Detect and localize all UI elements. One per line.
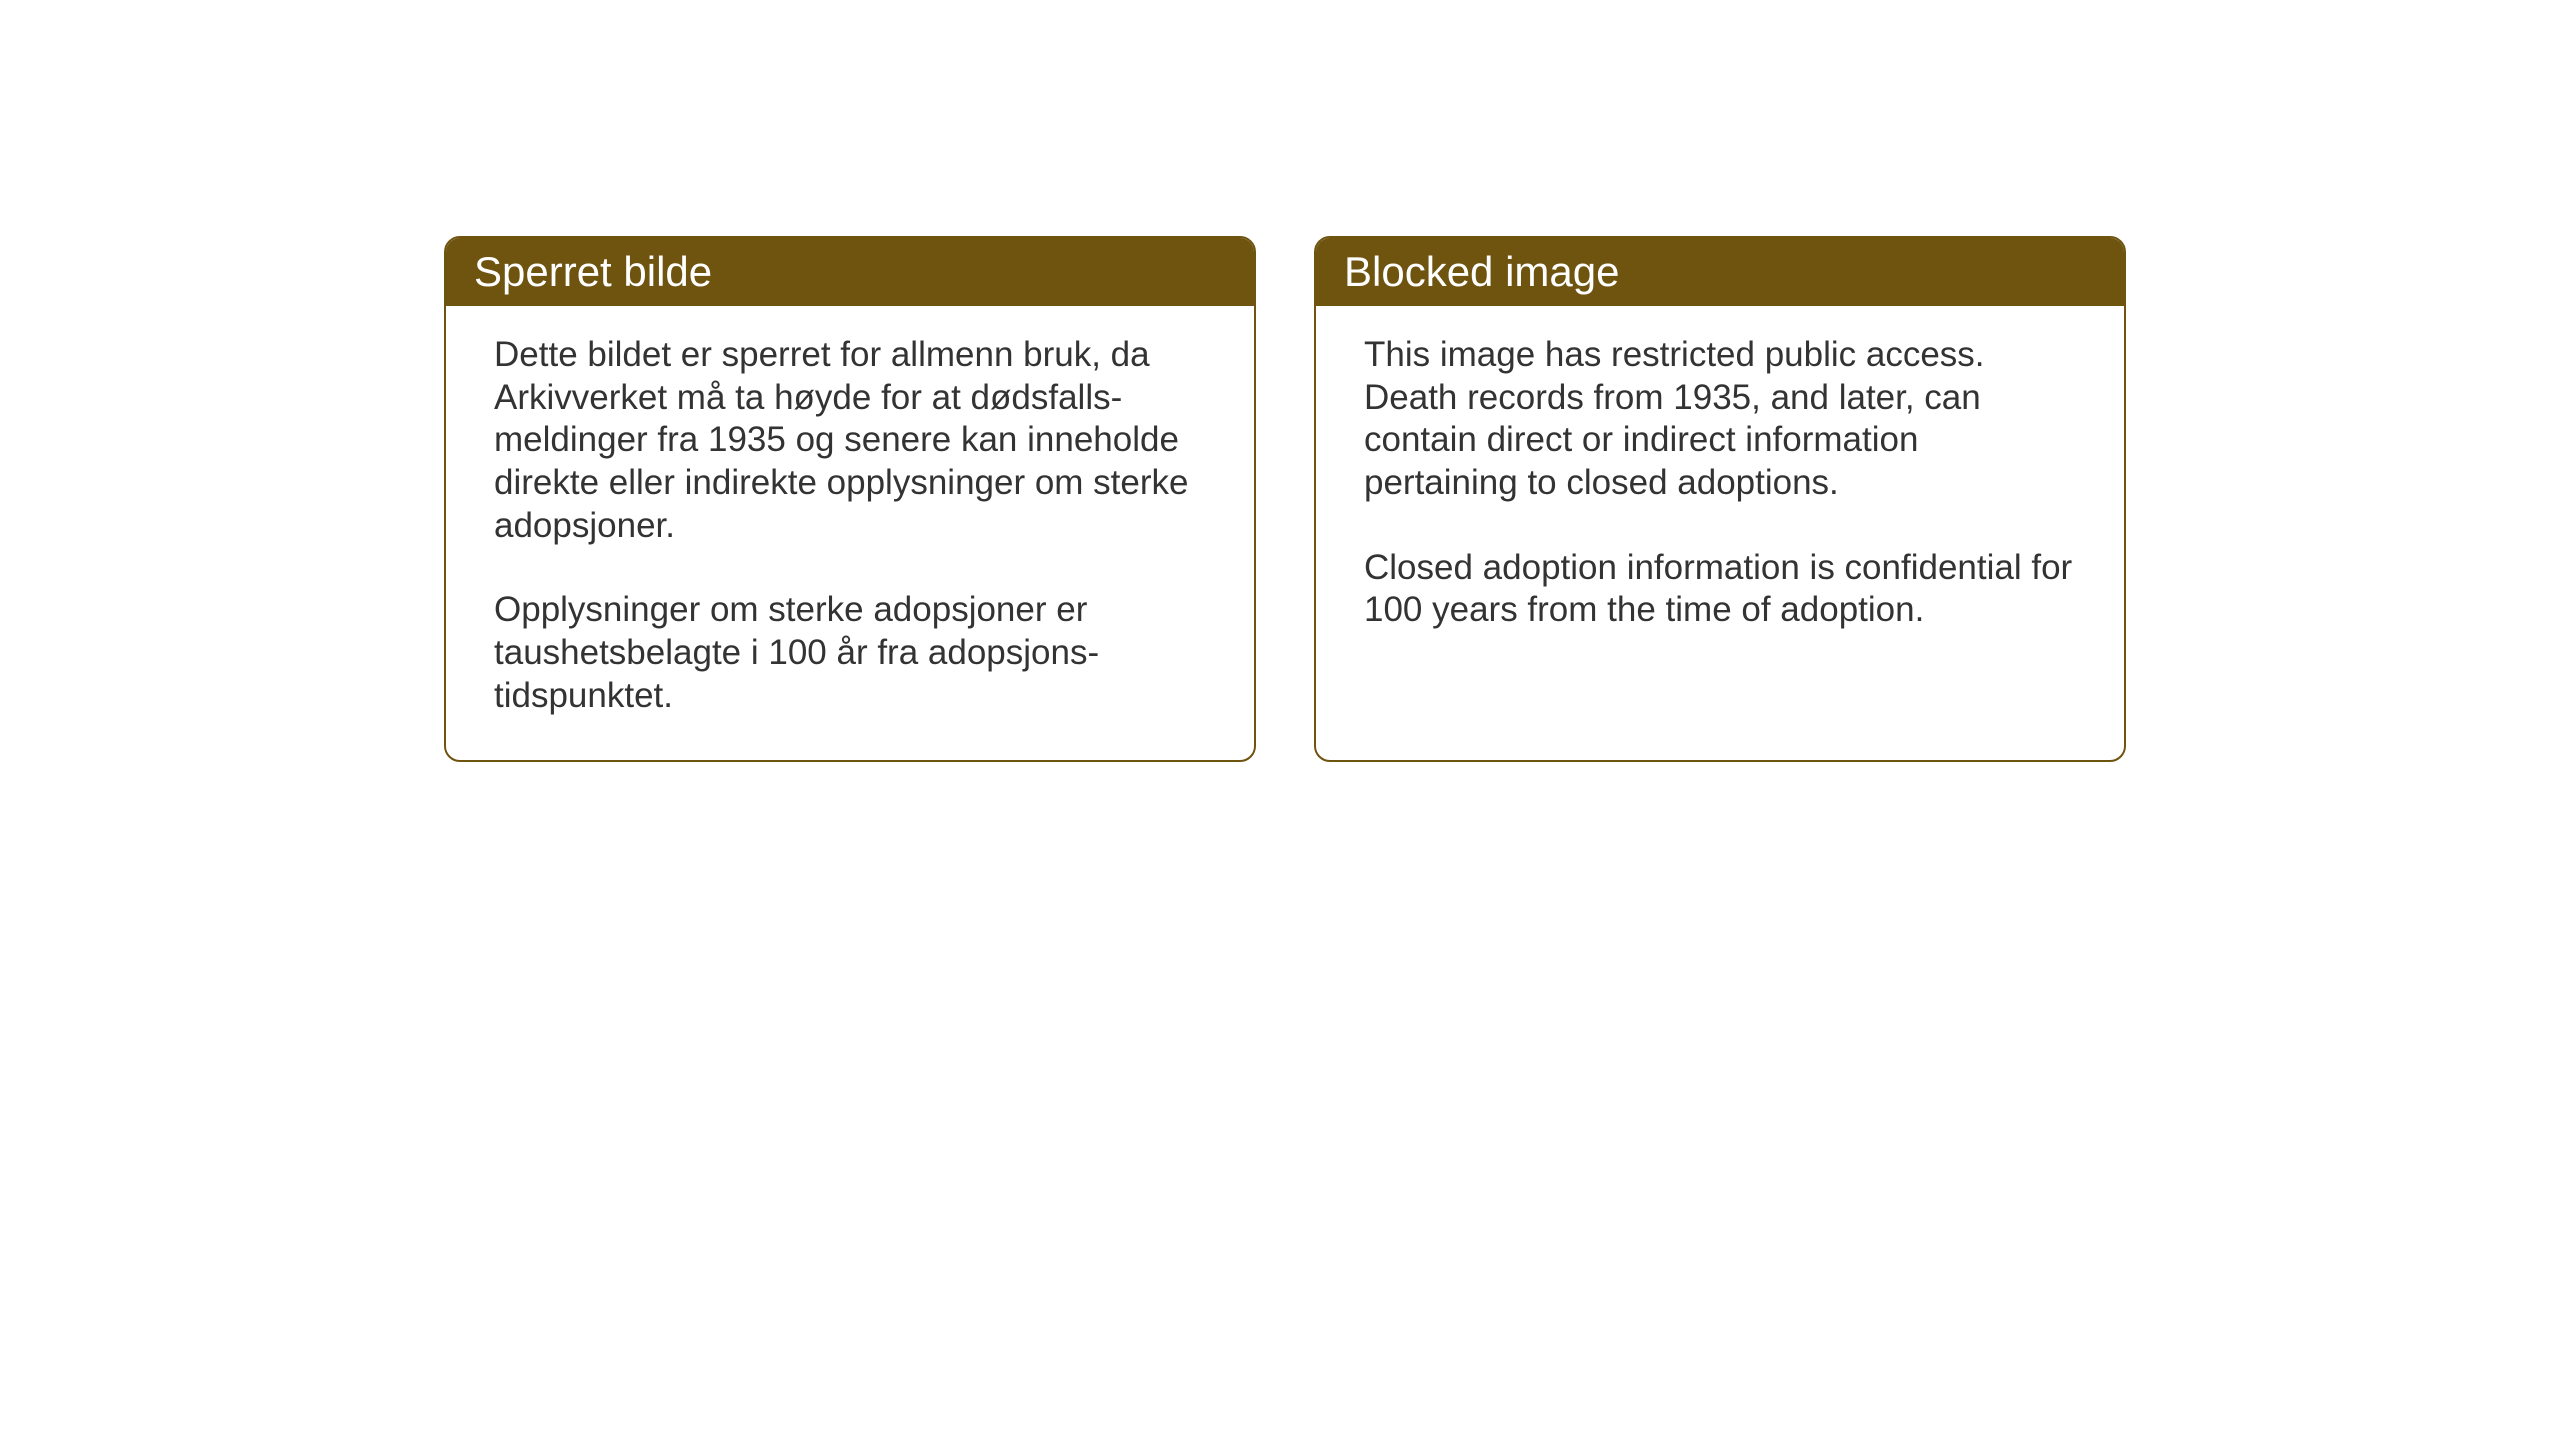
notice-container: Sperret bilde Dette bildet er sperret fo…: [444, 236, 2126, 762]
norwegian-card-title: Sperret bilde: [446, 238, 1254, 306]
english-notice-card: Blocked image This image has restricted …: [1314, 236, 2126, 762]
english-card-body: This image has restricted public access.…: [1316, 306, 2124, 674]
norwegian-card-body: Dette bildet er sperret for allmenn bruk…: [446, 306, 1254, 760]
norwegian-paragraph-2: Opplysninger om sterke adopsjoner er tau…: [494, 589, 1206, 717]
english-paragraph-1: This image has restricted public access.…: [1364, 334, 2076, 505]
norwegian-notice-card: Sperret bilde Dette bildet er sperret fo…: [444, 236, 1256, 762]
norwegian-paragraph-1: Dette bildet er sperret for allmenn bruk…: [494, 334, 1206, 547]
english-card-title: Blocked image: [1316, 238, 2124, 306]
english-paragraph-2: Closed adoption information is confident…: [1364, 547, 2076, 632]
